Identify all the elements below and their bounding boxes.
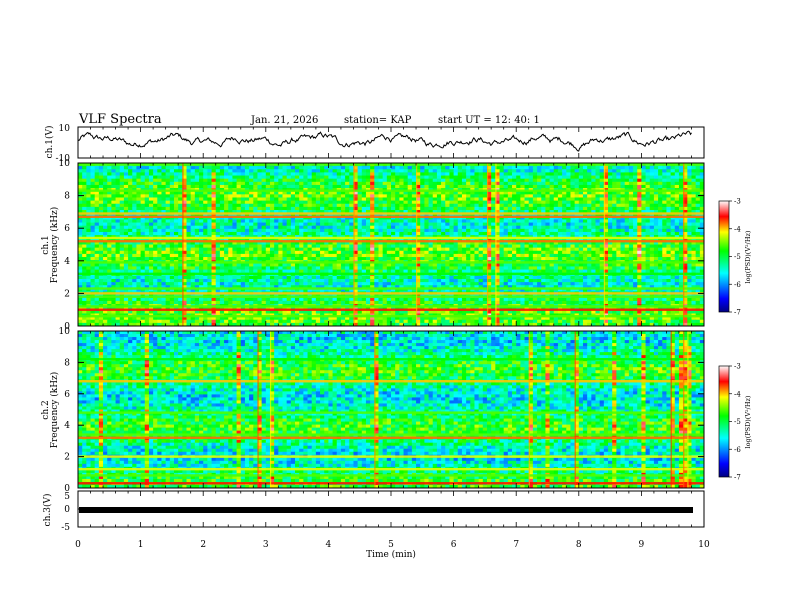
spectral-band: [78, 436, 704, 439]
frequency-tick-label: 0: [64, 322, 70, 332]
time-tick-label: 1: [138, 540, 144, 550]
time-axis-labels: 0 1 2 3 4 5 6 7 8 9 10: [75, 540, 710, 550]
spectral-band: [78, 287, 704, 290]
spectral-band: [78, 236, 704, 240]
ch2-spectrogram-panel: 0 2 4 6 8 10 ch.2 Frequency (kHz): [41, 327, 705, 494]
time-tick-label: 4: [326, 540, 332, 550]
ch1-waveform-trace: [77, 130, 692, 152]
ch1-ytick-top: 10: [59, 124, 71, 134]
spectral-band: [78, 212, 704, 215]
colorbar-tick-label: -3: [734, 198, 741, 206]
time-tick-label: 0: [75, 540, 81, 550]
ch3-waveform-ylabel: ch.3(V): [42, 494, 53, 527]
ch1-ytick-bottom: -10: [56, 154, 71, 164]
frequency-tick-label: 0: [64, 484, 70, 494]
colorbar-tick-label: -5: [734, 418, 741, 426]
ch1-spectrogram-image: [78, 163, 705, 327]
colorbar-tick-label: -3: [734, 363, 741, 371]
frequency-tick-label: 2: [64, 453, 70, 463]
ch2-spectrogram-image: [78, 331, 705, 489]
time-axis-label: Time (min): [366, 549, 416, 560]
time-tick-label: 8: [576, 540, 582, 550]
ch2-colorbar-scale: [718, 365, 730, 478]
time-tick-label: 9: [639, 540, 645, 550]
ch3-ytick-bottom: -5: [61, 523, 70, 533]
frequency-tick-label: 4: [64, 421, 70, 431]
time-tick-label: 6: [451, 540, 457, 550]
frequency-tick-label: 10: [59, 159, 71, 169]
spectral-band: [78, 189, 704, 192]
frequency-tick-label: 8: [64, 192, 70, 202]
spectral-band: [78, 455, 704, 458]
frequency-tick-label: 6: [64, 390, 70, 400]
header-date: Jan. 21, 2026: [250, 115, 318, 126]
spectral-band: [78, 433, 704, 436]
spectral-band: [78, 305, 704, 308]
ch2-colorbar-label: log(PSD)(V²/Hz): [744, 395, 752, 448]
spectral-band: [78, 215, 704, 218]
time-tick-label: 2: [200, 540, 206, 550]
spectral-band: [78, 380, 704, 383]
spectral-band: [78, 474, 704, 477]
time-axis-ticks: [77, 127, 705, 527]
colorbar-tick-label: -7: [734, 309, 741, 317]
frequency-tick-label: 2: [64, 289, 70, 299]
frequency-tick-label: 8: [64, 358, 70, 368]
ch1-colorbar-label: log(PSD)(V²/Hz): [744, 230, 752, 283]
time-tick-label: 3: [263, 540, 269, 550]
ch2-colorbar: -3 -4 -5 -6 -7 log(PSD)(V²/Hz): [718, 363, 752, 482]
frequency-tick-label: 10: [59, 327, 71, 337]
spectral-band: [78, 261, 704, 264]
spectral-band: [78, 358, 704, 361]
ch3-waveform-trace: [79, 507, 693, 513]
ch1-colorbar-scale: [718, 200, 730, 313]
header-station: station= KAP: [344, 115, 412, 126]
ch3-ytick-mid: 0: [64, 505, 70, 515]
ch3-waveform-panel: 5 0 -5 ch.3(V): [42, 490, 705, 533]
ch1-spectrogram-panel: 0 2 4 6 8 10 ch.1 Frequency (kHz): [41, 159, 705, 332]
frequency-tick-label: 4: [64, 257, 70, 267]
time-tick-label: 7: [513, 540, 519, 550]
colorbar-tick-label: -6: [734, 446, 741, 454]
header-start-time: start UT = 12: 40: 1: [438, 115, 540, 126]
spectral-band: [78, 240, 704, 243]
ch1-spectrogram-ylabel: Frequency (kHz): [49, 207, 60, 284]
spectral-band: [78, 411, 704, 414]
colorbar-tick-label: -5: [734, 253, 741, 261]
figure-title: VLF Spectra: [78, 112, 162, 127]
time-tick-label: 10: [698, 540, 710, 550]
ch1-waveform-ylabel: ch.1(V): [44, 126, 55, 159]
ch1-waveform-panel: 10 -10 ch.1(V): [44, 124, 705, 164]
spectral-band: [78, 308, 704, 311]
ch3-ytick-top: 5: [64, 492, 70, 502]
colorbar-tick-label: -7: [734, 474, 741, 482]
colorbar-tick-label: -6: [734, 281, 741, 289]
spectral-band: [78, 467, 704, 471]
spectral-band: [78, 315, 704, 318]
spectral-band: [78, 272, 704, 276]
time-tick-label: 5: [388, 540, 394, 550]
colorbar-tick-label: -4: [734, 225, 741, 233]
ch1-colorbar: -3 -4 -5 -6 -7 log(PSD)(V²/Hz): [718, 198, 752, 317]
ch2-spectrogram-channel-label: ch.2: [41, 400, 51, 419]
frequency-tick-label: 6: [64, 224, 70, 234]
colorbar-tick-label: -4: [734, 390, 741, 398]
spectral-band: [78, 295, 704, 298]
ch1-spectrogram-channel-label: ch.1: [41, 235, 51, 254]
spectral-band: [78, 292, 704, 295]
ch2-spectrogram-ylabel: Frequency (kHz): [49, 372, 60, 449]
